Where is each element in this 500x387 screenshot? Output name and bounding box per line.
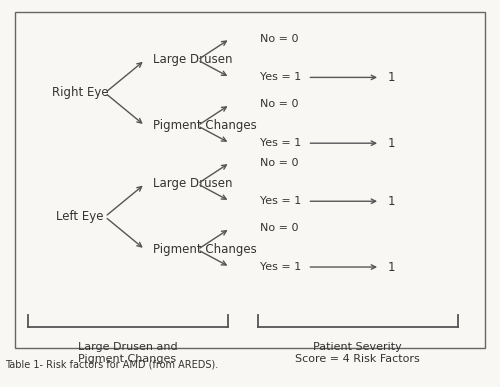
Text: Yes = 1: Yes = 1 — [260, 72, 301, 82]
Text: Table 1- Risk factors for AMD (from AREDS).: Table 1- Risk factors for AMD (from ARED… — [5, 360, 218, 370]
Text: Pigment Changes: Pigment Changes — [152, 243, 256, 256]
Text: 1: 1 — [388, 195, 395, 208]
Text: Pigment Changes: Pigment Changes — [152, 119, 256, 132]
Text: Right Eye: Right Eye — [52, 86, 108, 99]
Text: Left Eye: Left Eye — [56, 210, 104, 223]
Text: Yes = 1: Yes = 1 — [260, 138, 301, 148]
Text: No = 0: No = 0 — [260, 99, 298, 110]
Text: Large Drusen: Large Drusen — [152, 177, 232, 190]
Text: No = 0: No = 0 — [260, 158, 298, 168]
Text: Yes = 1: Yes = 1 — [260, 262, 301, 272]
Text: Large Drusen: Large Drusen — [152, 53, 232, 67]
Text: 1: 1 — [388, 260, 395, 274]
Text: Patient Severity
Score = 4 Risk Factors: Patient Severity Score = 4 Risk Factors — [295, 342, 420, 364]
Text: No = 0: No = 0 — [260, 34, 298, 44]
Text: Yes = 1: Yes = 1 — [260, 196, 301, 206]
Text: 1: 1 — [388, 71, 395, 84]
Text: 1: 1 — [388, 137, 395, 150]
Text: No = 0: No = 0 — [260, 223, 298, 233]
Text: Large Drusen and
Pigment Changes: Large Drusen and Pigment Changes — [78, 342, 178, 364]
